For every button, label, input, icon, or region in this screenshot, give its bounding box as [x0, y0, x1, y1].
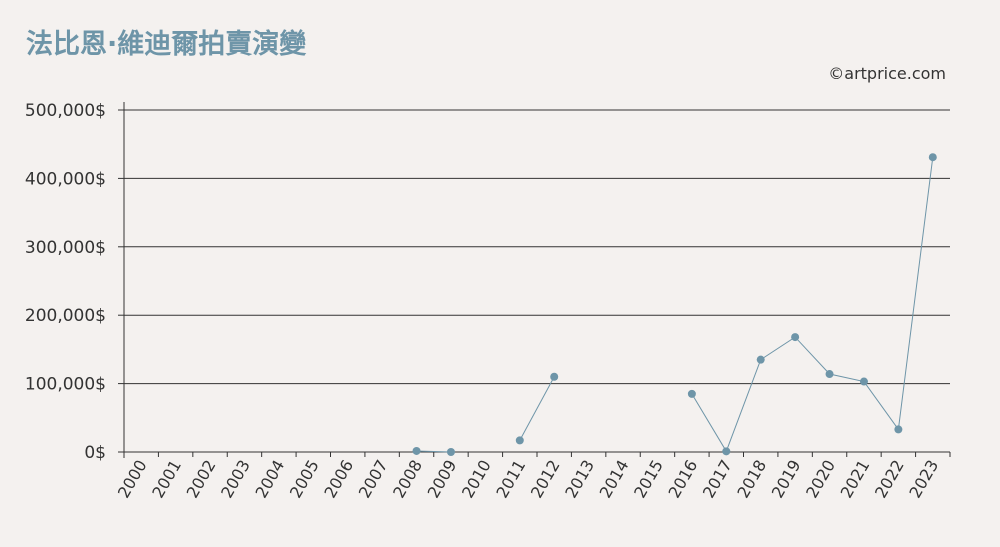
y-tick-label: 200,000$	[25, 306, 106, 326]
x-tick-label: 2023	[905, 457, 942, 502]
y-tick-label: 500,000$	[25, 101, 106, 121]
chart-title: 法比恩·維迪爾拍賣演變	[26, 29, 307, 60]
series-line	[519, 376, 555, 441]
y-tick-label: 400,000$	[25, 169, 106, 189]
x-tick-label: 2012	[527, 457, 564, 502]
y-tick-label: 0$	[84, 443, 106, 463]
x-tick-label: 2001	[148, 457, 185, 502]
x-tick-label: 2006	[320, 457, 357, 502]
data-point	[928, 153, 937, 162]
x-tick-label: 2010	[458, 457, 495, 502]
x-tick-label: 2020	[802, 457, 839, 502]
x-tick-label: 2007	[355, 457, 392, 502]
data-point	[825, 370, 834, 379]
x-tick-label: 2003	[217, 457, 254, 502]
y-tick-labels: 0$ 100,000$ 200,000$ 300,000$ 400,000$ 500,00…	[25, 101, 106, 463]
series	[412, 153, 937, 456]
x-tick-label: 2013	[561, 457, 598, 502]
x-tick-label: 2022	[871, 457, 908, 502]
x-tick-label: 2017	[699, 457, 736, 502]
data-point	[550, 372, 559, 381]
x-tick-label: 2005	[286, 457, 323, 502]
x-tick-label: 2004	[252, 457, 289, 502]
series-line	[691, 157, 934, 453]
data-point	[894, 425, 903, 434]
x-tick-label: 2019	[768, 457, 805, 502]
x-tick-label: 2015	[630, 457, 667, 502]
x-tick-label: 2011	[492, 457, 529, 502]
credit-label: ©artprice.com	[828, 64, 946, 83]
data-point	[687, 389, 696, 398]
y-tick-label: 100,000$	[25, 375, 106, 395]
x-tick-label: 2014	[596, 457, 633, 502]
x-tick-label: 2000	[114, 457, 151, 502]
data-point	[515, 436, 524, 445]
grid	[124, 109, 950, 453]
x-tick-label: 2002	[183, 457, 220, 502]
series-line	[416, 450, 451, 453]
x-tick-labels: 2000200120022003200420052006200720082009…	[114, 457, 942, 502]
data-point	[756, 355, 765, 364]
x-tick-label: 2016	[665, 457, 702, 502]
x-tick-label: 2021	[837, 457, 874, 502]
y-tick-label: 300,000$	[25, 238, 106, 258]
x-tick-label: 2008	[389, 457, 426, 502]
data-point	[722, 447, 731, 456]
data-point	[446, 448, 455, 456]
axes	[118, 102, 951, 458]
x-tick-label: 2009	[424, 457, 461, 502]
data-point	[859, 377, 868, 386]
data-point	[791, 333, 800, 342]
x-tick-label: 2018	[733, 457, 770, 502]
data-point	[412, 446, 421, 455]
